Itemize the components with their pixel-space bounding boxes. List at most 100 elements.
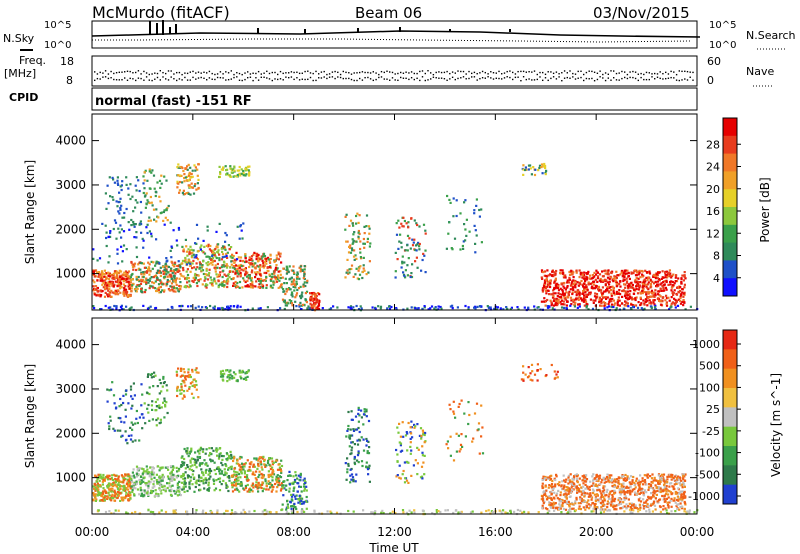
range-gate-cell: [572, 276, 575, 279]
range-gate-cell: [303, 485, 306, 488]
range-gate-cell: [649, 286, 652, 289]
range-gate-cell: [165, 269, 168, 272]
freq-mark: [542, 71, 544, 74]
range-gate-cell: [638, 284, 641, 288]
range-gate-cell: [194, 169, 197, 172]
range-gate-cell: [139, 200, 142, 204]
range-gate-cell: [267, 473, 270, 476]
range-gate-cell: [399, 233, 402, 236]
range-gate-cell: [274, 268, 277, 271]
range-gate-cell: [263, 463, 266, 466]
range-gate-cell: [152, 276, 155, 279]
range-gate-cell: [186, 168, 189, 171]
range-gate-cell: [305, 299, 308, 302]
range-gate-cell: [552, 299, 555, 302]
nave-mark: [181, 79, 183, 81]
range-gate-cell: [250, 277, 253, 280]
range-gate-cell: [637, 270, 640, 273]
range-gate-cell: [227, 273, 230, 276]
range-gate-cell: [660, 289, 663, 292]
range-gate-cell: [246, 490, 249, 493]
range-gate-cell: [263, 279, 266, 282]
range-gate-cell: [223, 285, 226, 288]
range-gate-cell: [667, 271, 670, 274]
range-gate-cell: [634, 297, 637, 300]
range-gate-cell: [155, 271, 158, 275]
range-gate-cell: [107, 274, 110, 277]
range-gate-cell: [110, 477, 113, 480]
range-gate-cell: [564, 276, 567, 279]
range-gate-cell: [178, 486, 181, 489]
range-gate-cell: [204, 284, 207, 287]
date-label: 03/Nov/2015: [593, 4, 690, 22]
range-gate-cell: [586, 288, 589, 291]
range-gate-cell: [681, 291, 684, 294]
range-gate-cell: [186, 375, 189, 378]
freq-mark: [225, 71, 227, 73]
range-gate-cell: [206, 488, 209, 491]
range-gate-cell: [154, 400, 157, 404]
range-gate-cell: [351, 222, 354, 225]
nave-mark: [569, 77, 571, 79]
nave-mark: [443, 78, 446, 80]
range-gate-cell: [239, 259, 242, 262]
range-gate-cell: [229, 165, 232, 168]
range-gate-cell: [348, 268, 351, 271]
range-gate-cell: [228, 457, 231, 460]
range-gate-cell: [641, 270, 644, 273]
range-gate-cell: [299, 265, 302, 268]
range-gate-cell: [149, 481, 152, 484]
range-gate-cell: [231, 486, 234, 489]
range-gate-cell: [351, 238, 354, 241]
range-gate-cell: [107, 293, 110, 296]
nave-mark: [490, 77, 492, 79]
range-gate-cell: [365, 214, 369, 217]
range-gate-cell: [635, 277, 638, 280]
range-gate-cell: [664, 273, 667, 276]
range-gate-cell: [206, 283, 209, 287]
range-gate-cell: [404, 249, 407, 252]
range-gate-cell: [677, 277, 680, 280]
freq-mark: [238, 72, 241, 75]
range-gate-cell: [406, 264, 409, 267]
freq-mark: [643, 73, 645, 76]
range-gate-cell: [283, 282, 286, 285]
range-gate-cell: [143, 271, 146, 274]
range-gate-cell: [123, 487, 126, 490]
range-gate-cell: [600, 298, 603, 301]
range-gate-cell: [159, 421, 162, 424]
range-gate-cell: [619, 280, 622, 283]
range-gate-cell: [150, 232, 153, 235]
range-gate-cell: [157, 493, 160, 496]
range-gate-cell: [208, 472, 211, 475]
freq-mark: [249, 73, 252, 75]
range-gate-cell: [348, 224, 351, 227]
range-gate-cell: [646, 304, 649, 307]
nave-mark: [192, 76, 194, 79]
range-gate-cell: [533, 173, 537, 177]
range-gate-cell: [615, 283, 618, 286]
range-gate-cell: [197, 279, 200, 282]
freq-mark: [135, 71, 137, 74]
range-gate-cell: [160, 467, 163, 470]
range-gate-cell: [118, 279, 121, 282]
freq-mark: [364, 71, 366, 74]
range-gate-cell: [180, 274, 183, 277]
range-gate-cell: [357, 450, 360, 453]
range-gate-cell: [251, 280, 254, 283]
range-gate-cell: [293, 278, 296, 281]
range-gate-cell: [127, 270, 131, 273]
range-gate-cell: [163, 289, 166, 292]
range-gate-cell: [128, 287, 132, 290]
range-gate-cell: [146, 491, 149, 494]
range-gate-cell: [667, 283, 670, 286]
range-gate-cell: [352, 239, 355, 242]
range-gate-cell: [117, 201, 120, 204]
range-gate-cell: [116, 487, 119, 490]
range-gate-cell: [112, 285, 115, 288]
range-gate-cell: [613, 302, 617, 305]
range-gate-cell: [111, 291, 114, 294]
range-gate-cell: [287, 302, 290, 305]
range-gate-cell: [250, 488, 253, 492]
range-gate-cell: [248, 258, 251, 261]
